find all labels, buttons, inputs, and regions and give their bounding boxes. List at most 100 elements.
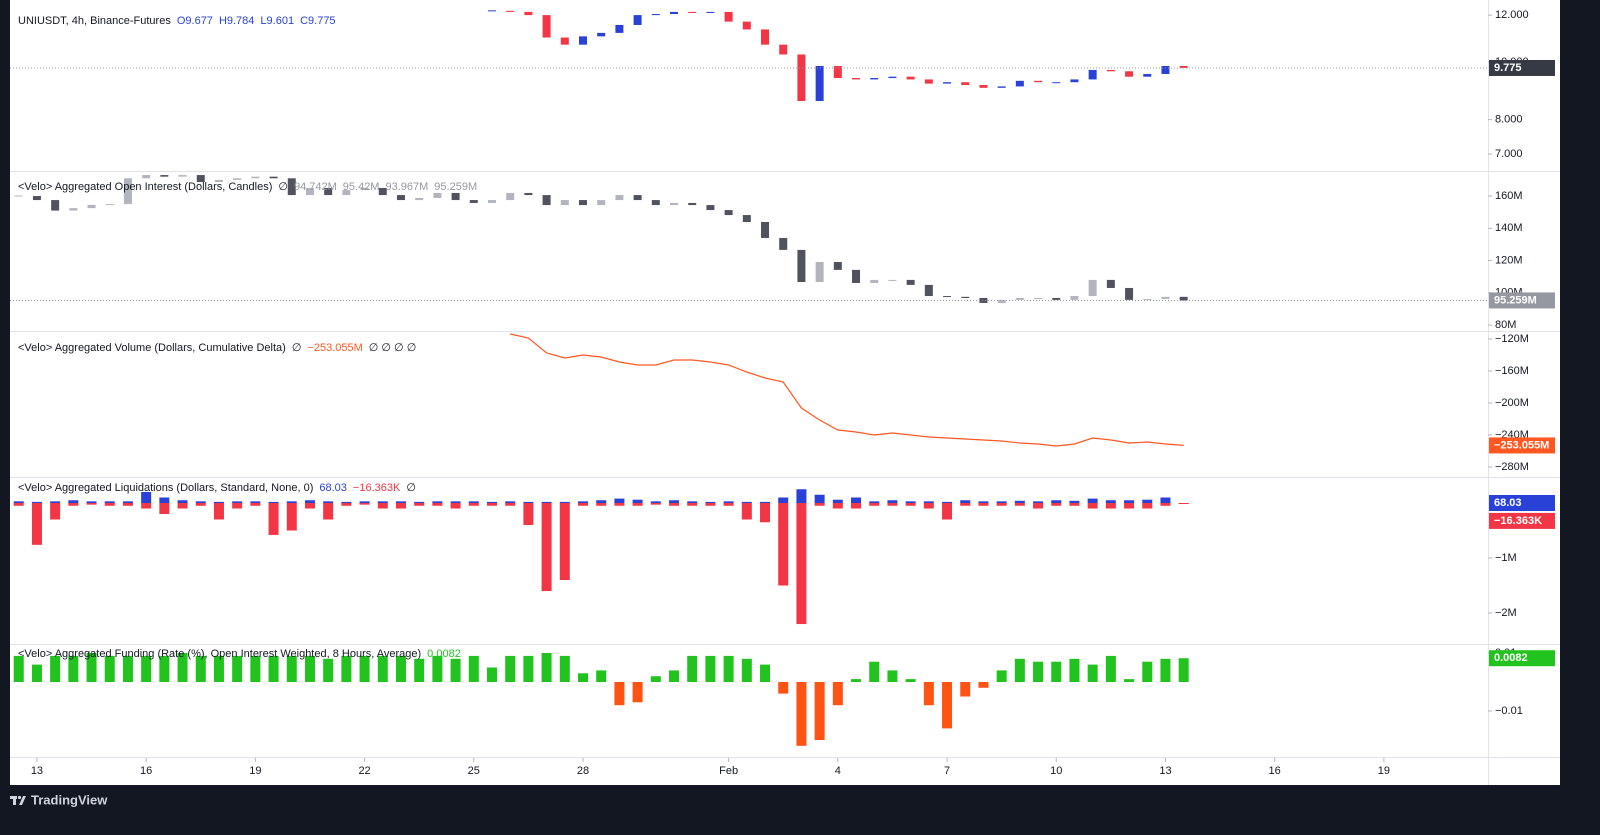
- bar: [104, 501, 115, 504]
- bar: [796, 503, 807, 625]
- bar: [650, 676, 661, 683]
- candle-body: [797, 249, 806, 282]
- candle-body: [906, 279, 915, 285]
- bar: [942, 501, 953, 504]
- last-value-box: [1489, 292, 1555, 309]
- candle-body: [906, 76, 915, 80]
- bar: [377, 655, 388, 683]
- candle-body: [142, 175, 151, 179]
- bar: [1124, 679, 1135, 683]
- bar: [213, 655, 224, 683]
- candle-body: [870, 78, 879, 80]
- last-value-label: 68.03: [1494, 497, 1522, 509]
- bar: [31, 501, 42, 504]
- bar: [523, 503, 534, 526]
- candle-body: [797, 54, 806, 101]
- candle-body: [833, 262, 842, 270]
- y-tick-label: −280M: [1495, 461, 1529, 473]
- header-text: L9.601: [260, 15, 295, 27]
- candle-body: [1179, 296, 1188, 301]
- bar: [523, 655, 534, 683]
- bar: [432, 503, 443, 506]
- candle-body: [1143, 298, 1152, 300]
- header-text: ∅ ∅ ∅ ∅: [368, 342, 417, 354]
- candle-body: [724, 210, 733, 216]
- bar: [923, 682, 934, 706]
- candle-body: [779, 237, 788, 250]
- candle-body: [1179, 66, 1188, 68]
- bar: [760, 501, 771, 504]
- bar: [104, 655, 115, 683]
- logo-part: [13, 796, 16, 805]
- bar: [323, 501, 334, 504]
- bar: [814, 503, 825, 506]
- pane: [487, 10, 1188, 101]
- candle-body: [1034, 80, 1043, 83]
- bar: [705, 501, 716, 504]
- bar: [286, 501, 297, 504]
- last-value-box: [1489, 437, 1555, 454]
- bar: [869, 501, 880, 504]
- bar: [395, 501, 406, 504]
- bar: [304, 655, 315, 683]
- candle-body: [815, 66, 824, 101]
- candle-body: [724, 11, 733, 22]
- x-tick-label: 19: [1378, 765, 1390, 777]
- candle-body: [1034, 297, 1043, 299]
- bar: [86, 503, 97, 505]
- bar: [632, 503, 643, 506]
- bar: [1160, 503, 1171, 506]
- bar: [50, 501, 61, 504]
- line: [510, 333, 1184, 447]
- bar: [141, 492, 152, 504]
- candle-body: [1125, 71, 1134, 77]
- candle-body: [1052, 297, 1061, 300]
- candle-body: [1106, 279, 1115, 288]
- candle-body: [633, 15, 642, 25]
- candle-body: [597, 200, 606, 206]
- candle-body: [396, 195, 405, 201]
- candle-body: [943, 82, 952, 84]
- bar: [13, 655, 24, 683]
- bar: [195, 655, 206, 683]
- candle-body: [305, 187, 314, 196]
- bar: [523, 501, 534, 504]
- bar: [414, 658, 425, 683]
- pane: [13, 489, 1189, 625]
- candle-body: [924, 284, 933, 297]
- bar: [1124, 500, 1135, 504]
- bar: [450, 658, 461, 683]
- bar: [159, 497, 170, 504]
- header-text: −253.055M: [307, 342, 363, 354]
- bar: [687, 503, 698, 506]
- candle-body: [670, 11, 679, 15]
- bar: [395, 655, 406, 683]
- header-text: 68.03: [319, 482, 347, 494]
- candle-body: [251, 176, 260, 179]
- bar: [1178, 503, 1189, 505]
- bar: [614, 503, 625, 506]
- last-value-label: 95.259M: [1494, 294, 1537, 306]
- header-text: 93.967M: [385, 181, 429, 193]
- candle-body: [706, 11, 715, 13]
- bar: [887, 500, 898, 504]
- bar: [614, 498, 625, 504]
- bar: [86, 653, 97, 683]
- bar: [31, 503, 42, 545]
- candle-body: [961, 296, 970, 298]
- bar: [1142, 661, 1153, 683]
- bar: [450, 501, 461, 504]
- bar: [31, 664, 42, 683]
- logo: [10, 795, 26, 805]
- bar: [195, 501, 206, 504]
- last-value-box: [1489, 650, 1555, 667]
- bar: [450, 503, 461, 509]
- last-value-box: [1489, 495, 1555, 512]
- candle-body: [1161, 296, 1170, 299]
- candle-body: [1161, 66, 1170, 74]
- bar: [1069, 500, 1080, 504]
- bar: [1178, 658, 1189, 683]
- candle-body: [269, 176, 278, 179]
- candle-body: [542, 15, 551, 38]
